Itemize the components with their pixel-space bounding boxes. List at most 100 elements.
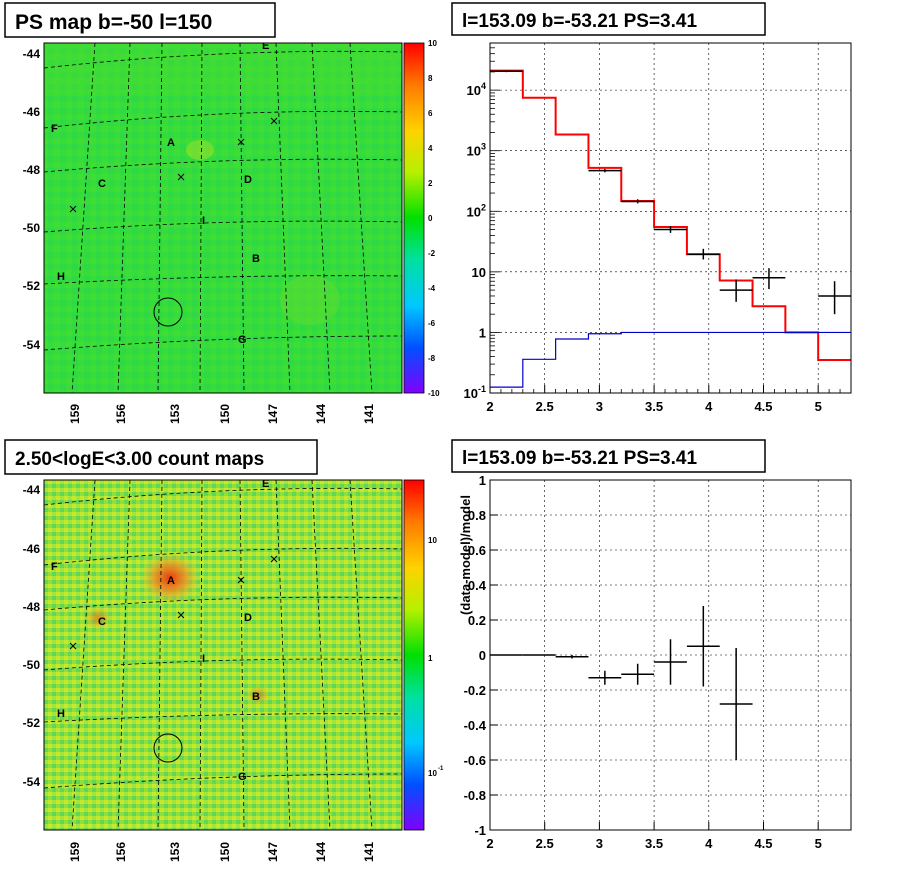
ps-map-source-labels: A B C D E F G H I (51, 40, 269, 346)
y-tick-label: -44 (23, 47, 41, 61)
x-tick-label: 153 (168, 404, 182, 424)
y-tick-label: -54 (23, 338, 41, 352)
ps-map-title: PS map b=-50 l=150 (15, 11, 212, 34)
y-tick-label: 103 (467, 142, 486, 159)
x-tick-label: 4.5 (754, 399, 772, 414)
spectrum-series (490, 69, 851, 388)
source-label: G (238, 334, 247, 346)
spectrum-title-box (451, 2, 766, 36)
x-tick-label: 141 (362, 404, 376, 424)
ps-map-title-box (4, 2, 276, 38)
x-tick-label: 147 (266, 404, 280, 424)
y-axis-label: (data-model)/model (458, 495, 473, 615)
source-label: C (98, 178, 106, 190)
y-tick-label: 1 (479, 325, 486, 340)
source-label: H (57, 708, 65, 720)
y-tick-label: 0.4 (468, 578, 487, 593)
colorbar-tick: -8 (428, 354, 436, 363)
count-map-panel: 2.50<logE<3.00 count maps (4, 439, 444, 862)
count-map-colorbar-ticks: 10 1 10 -1 (428, 536, 444, 778)
x-tick-label: 2 (486, 836, 493, 851)
y-tick-label: -46 (23, 542, 41, 556)
y-tick-label: -44 (23, 483, 41, 497)
y-tick-label: -0.4 (464, 718, 487, 733)
source-label: B (252, 691, 260, 703)
y-tick-label: -1 (474, 823, 486, 838)
source-label: F (51, 561, 58, 573)
y-tick-label: -50 (23, 658, 41, 672)
spectrum-grid (489, 43, 851, 394)
series-step-line (490, 331, 851, 388)
x-tick-label: 5 (815, 399, 822, 414)
x-tick-label: 2.5 (536, 399, 554, 414)
colorbar-tick: 10 (428, 39, 437, 48)
x-tick-label: 5 (815, 836, 822, 851)
x-tick-label: 147 (266, 842, 280, 862)
source-label: E (262, 40, 269, 52)
x-tick-label: 3 (596, 836, 603, 851)
residual-axes: 2 2.5 3 3.5 4 4.5 5 -1 -0.8 -0.6 -0.4 -0.2 0 0.2 0.4 0.… (458, 473, 852, 851)
count-map-cross-markers (69, 555, 278, 650)
y-tick-label: 0.6 (468, 543, 486, 558)
y-tick-label: 1 (479, 473, 486, 488)
ps-map-panel: PS map b=-50 l=150 (4, 2, 440, 424)
colorbar-tick: -6 (428, 319, 436, 328)
x-tick-label: 159 (68, 404, 82, 424)
y-tick-label: 0.8 (468, 508, 486, 523)
plot-area (490, 43, 851, 393)
spectrum-axes: 2 2.5 3 3.5 4 4.5 5 10-1 1 10 102 103 104 (464, 42, 852, 414)
count-map-x-axis: 159 156 153 150 147 144 141 (68, 842, 376, 862)
count-map-title: 2.50<logE<3.00 count maps (15, 449, 264, 470)
x-tick-label: 150 (218, 404, 232, 424)
count-map-target-circle (153, 733, 183, 763)
colorbar-tick: 4 (428, 144, 433, 153)
colorbar-tick: 10 (428, 769, 437, 778)
y-tick-label: 102 (467, 202, 486, 219)
colorbar-tick: -2 (428, 249, 436, 258)
count-map-image: A B C D E F G H I (44, 478, 402, 830)
y-tick-label: 0.2 (468, 613, 486, 628)
colorbar-tick: 1 (428, 654, 433, 663)
colorbar-tick: -10 (428, 389, 440, 398)
x-tick-label: 150 (218, 842, 232, 862)
count-map-source-labels: A B C D E F G H I (51, 478, 269, 783)
colorbar-tick: 6 (428, 109, 433, 118)
count-map-title-box (4, 439, 318, 475)
spectrum-title: l=153.09 b=-53.21 PS=3.41 (462, 11, 697, 32)
y-tick-label: 0 (479, 648, 486, 663)
colorbar-tick: 10 (428, 536, 437, 545)
x-tick-label: 144 (314, 404, 328, 424)
residual-title-box (451, 439, 766, 473)
ps-map-image: A B C D E F G H I (44, 40, 402, 393)
y-tick-label: -54 (23, 775, 41, 789)
x-tick-label: 144 (314, 842, 328, 862)
source-label: H (57, 271, 65, 283)
x-tick-label: 4 (705, 399, 713, 414)
source-label: D (244, 174, 252, 186)
residual-title: l=153.09 b=-53.21 PS=3.41 (462, 448, 697, 469)
x-tick-label: 3.5 (645, 836, 663, 851)
residual-panel: l=153.09 b=-53.21 PS=3.41 2 2.5 3 3.5 4 4.5 5 -… (451, 439, 852, 851)
x-tick-label: 153 (168, 842, 182, 862)
source-label: G (238, 771, 247, 783)
colorbar-tick-exponent: -1 (438, 766, 444, 772)
y-tick-label: -0.2 (464, 683, 486, 698)
y-tick-label: -0.6 (464, 753, 486, 768)
source-label: A (167, 575, 175, 587)
y-tick-label: 104 (467, 81, 486, 98)
x-tick-label: 3.5 (645, 399, 663, 414)
x-tick-label: 4 (705, 836, 713, 851)
ps-map-y-axis: -44 -46 -48 -50 -52 -54 (23, 47, 41, 352)
y-tick-label: 10-1 (464, 384, 486, 401)
count-map-colorbar (403, 479, 425, 831)
x-tick-label: 3 (596, 399, 603, 414)
residual-series (490, 606, 753, 760)
colorbar-tick: -4 (428, 284, 436, 293)
colorbar-tick: 0 (428, 214, 433, 223)
source-label: E (262, 478, 269, 490)
x-tick-label: 141 (362, 842, 376, 862)
source-label: I (202, 653, 205, 665)
ps-map-x-axis: 159 156 153 150 147 144 141 (68, 404, 376, 424)
spectrum-panel: l=153.09 b=-53.21 PS=3.41 2 2.5 3 3.5 4 4.5 5 1… (451, 2, 852, 414)
